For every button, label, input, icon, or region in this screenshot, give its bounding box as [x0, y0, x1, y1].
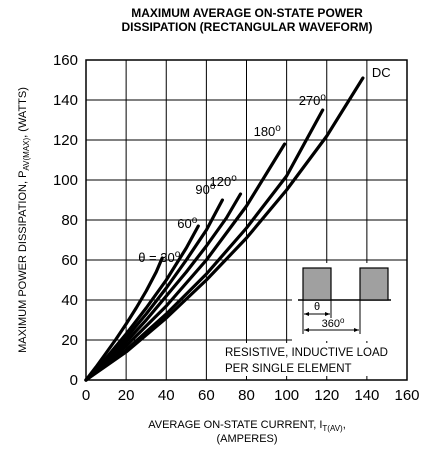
load-note-line1: RESISTIVE, INDUCTIVE LOAD — [225, 347, 388, 359]
series-label-180: 180o — [254, 123, 282, 139]
waveform-pulse-2 — [359, 267, 389, 301]
series-label-name: 270 — [299, 93, 321, 108]
y-tick-label: 40 — [61, 292, 78, 309]
series-label-degree: o — [275, 123, 281, 134]
x-axis-label-units: (AMPERES) — [216, 433, 277, 445]
series-label-name: 60 — [177, 216, 191, 231]
inset-theta-label: θ — [314, 301, 320, 313]
y-tick-label: 60 — [61, 252, 78, 269]
series-label-degree: o — [320, 92, 326, 103]
y-axis-label-subscript: AV(MAX) — [22, 137, 31, 170]
x-tick-label: 160 — [394, 387, 419, 404]
series-label-degree: o — [192, 215, 198, 226]
note-background — [224, 343, 410, 376]
inset-period-degree: o — [340, 316, 345, 325]
inset-period-value: 360 — [322, 318, 340, 330]
y-tick-label: 80 — [61, 212, 78, 229]
period-arrowhead-left — [304, 328, 309, 332]
x-tick-label: 140 — [354, 387, 379, 404]
series-label-name: θ = 30 — [138, 250, 175, 265]
x-tick-label: 0 — [82, 387, 90, 404]
y-tick-label: 120 — [53, 132, 78, 149]
y-tick-label: 140 — [53, 92, 78, 109]
x-axis-label-main: AVERAGE ON-STATE CURRENT, I — [148, 419, 322, 431]
x-axis-label-subscript: T(AV) — [322, 424, 343, 433]
series-label-30: θ = 30o — [138, 249, 181, 265]
x-axis-label: AVERAGE ON-STATE CURRENT, IT(AV), — [148, 419, 346, 433]
x-tick-label: 40 — [158, 387, 175, 404]
series-label-name: 90 — [195, 182, 209, 197]
x-tick-label: 60 — [198, 387, 215, 404]
series-label-dc: DC — [372, 65, 391, 80]
x-tick-label: 120 — [314, 387, 339, 404]
series-label-degree: o — [210, 181, 216, 192]
load-note-line2: PER SINGLE ELEMENT — [225, 363, 352, 375]
grid — [86, 60, 407, 380]
series-label-name: 120 — [210, 174, 232, 189]
series-label-60: 60o — [177, 215, 197, 231]
y-tick-label: 0 — [70, 372, 78, 389]
series-label-270: 270o — [299, 92, 327, 108]
y-tick-label: 160 — [53, 52, 78, 69]
period-arrowhead-right — [354, 328, 359, 332]
y-tick-label: 100 — [53, 172, 78, 189]
waveform-inset: θ 360o — [292, 263, 410, 341]
waveform-pulse-1 — [302, 267, 332, 301]
series-line-180 — [84, 142, 287, 382]
x-tick-label: 80 — [238, 387, 255, 404]
series-line-90 — [84, 198, 224, 382]
y-axis-label-tail: , (WATTS) — [17, 87, 29, 138]
chart-title-line1: MAXIMUM AVERAGE ON-STATE POWER — [131, 6, 363, 20]
series-label-name: DC — [372, 65, 391, 80]
theta-arrowhead-right — [325, 312, 330, 316]
y-axis-label-main: MAXIMUM POWER DISSIPATION, P — [17, 171, 29, 353]
y-axis-label: MAXIMUM POWER DISSIPATION, PAV(MAX), (WA… — [17, 87, 31, 353]
plot-frame — [85, 59, 408, 381]
series-line-30 — [84, 256, 164, 382]
tick-labels: 0 20 40 60 80 100 120 140 160 0 20 40 60 80 100 120 140 1… — [53, 52, 420, 404]
inset-period-label: 360o — [322, 316, 345, 330]
x-tick-label: 100 — [274, 387, 299, 404]
x-axis-label-tail: , — [343, 419, 346, 431]
series-label-degree: o — [231, 173, 237, 184]
series-line-dc — [84, 76, 365, 382]
x-tick-label: 20 — [118, 387, 135, 404]
series-curves — [84, 76, 365, 382]
theta-arrowhead-left — [304, 312, 309, 316]
series-label-120: 120o — [210, 173, 238, 189]
series-label-degree: o — [175, 249, 181, 260]
y-tick-label: 20 — [61, 332, 78, 349]
series-label-name: 180 — [254, 124, 276, 139]
chart-title-line2: DISSIPATION (RECTANGULAR WAVEFORM) — [121, 20, 372, 34]
series-label-90: 90o — [195, 181, 215, 197]
